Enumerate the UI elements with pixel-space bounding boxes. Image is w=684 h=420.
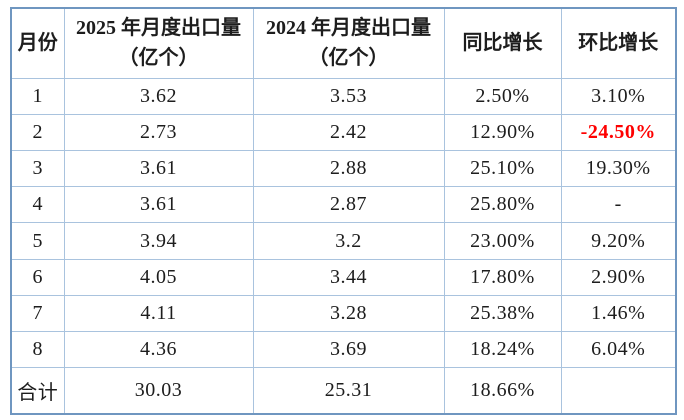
table-row: 8 4.36 3.69 18.24% 6.04% <box>10 331 677 369</box>
cell-yoy-growth: 23.00% <box>443 222 562 260</box>
cell-2024-exports: 3.53 <box>252 77 445 115</box>
cell-mom-growth: 1.46% <box>560 294 677 333</box>
col-header-2025-exports: 2025 年月度出口量 （亿个） <box>63 7 254 79</box>
table-row: 3 3.61 2.88 25.10% 19.30% <box>10 149 677 188</box>
cell-month: 4 <box>10 186 65 224</box>
cell-2025-exports: 2.73 <box>63 113 254 151</box>
cell-yoy-growth: 2.50% <box>443 77 562 115</box>
monthly-export-table: 月份 2025 年月度出口量 （亿个） 2024 年月度出口量 （亿个） 同比增… <box>10 7 677 415</box>
cell-mom-growth: - <box>560 186 677 224</box>
cell-month: 3 <box>10 149 65 188</box>
cell-mom-growth: 9.20% <box>560 222 677 260</box>
col-header-yoy-growth: 同比增长 <box>443 7 562 79</box>
cell-month: 合计 <box>10 367 65 415</box>
table-row: 合计 30.03 25.31 18.66% <box>10 367 677 415</box>
cell-month: 5 <box>10 222 65 260</box>
cell-mom-growth: -24.50% <box>560 113 677 151</box>
col-header-mom-growth: 环比增长 <box>560 7 677 79</box>
cell-2025-exports: 4.05 <box>63 258 254 296</box>
cell-2024-exports: 3.44 <box>252 258 445 296</box>
cell-month: 2 <box>10 113 65 151</box>
table-body: 1 3.62 3.53 2.50% 3.10% 2 2.73 2.42 12.9… <box>10 77 677 415</box>
cell-yoy-growth: 12.90% <box>443 113 562 151</box>
cell-2024-exports: 2.42 <box>252 113 445 151</box>
table-row: 7 4.11 3.28 25.38% 1.46% <box>10 294 677 333</box>
cell-yoy-growth: 18.24% <box>443 331 562 369</box>
cell-2025-exports: 3.61 <box>63 149 254 188</box>
table-row: 2 2.73 2.42 12.90% -24.50% <box>10 113 677 151</box>
cell-mom-growth: 2.90% <box>560 258 677 296</box>
col-header-month: 月份 <box>10 7 65 79</box>
cell-yoy-growth: 18.66% <box>443 367 562 415</box>
cell-2024-exports: 3.69 <box>252 331 445 369</box>
cell-mom-growth: 6.04% <box>560 331 677 369</box>
cell-2025-exports: 30.03 <box>63 367 254 415</box>
cell-2024-exports: 25.31 <box>252 367 445 415</box>
table-header: 月份 2025 年月度出口量 （亿个） 2024 年月度出口量 （亿个） 同比增… <box>10 7 677 79</box>
cell-yoy-growth: 25.80% <box>443 186 562 224</box>
cell-yoy-growth: 25.38% <box>443 294 562 333</box>
table-row: 4 3.61 2.87 25.80% - <box>10 186 677 224</box>
cell-2024-exports: 3.2 <box>252 222 445 260</box>
cell-month: 8 <box>10 331 65 369</box>
table-row: 5 3.94 3.2 23.00% 9.20% <box>10 222 677 260</box>
cell-2025-exports: 3.94 <box>63 222 254 260</box>
cell-2024-exports: 2.87 <box>252 186 445 224</box>
cell-2024-exports: 3.28 <box>252 294 445 333</box>
cell-2025-exports: 4.11 <box>63 294 254 333</box>
table-row: 6 4.05 3.44 17.80% 2.90% <box>10 258 677 296</box>
cell-2025-exports: 3.61 <box>63 186 254 224</box>
cell-month: 6 <box>10 258 65 296</box>
cell-mom-growth: 3.10% <box>560 77 677 115</box>
cell-month: 1 <box>10 77 65 115</box>
cell-2025-exports: 4.36 <box>63 331 254 369</box>
table-row: 1 3.62 3.53 2.50% 3.10% <box>10 77 677 115</box>
cell-mom-growth: 19.30% <box>560 149 677 188</box>
cell-mom-growth <box>560 367 677 415</box>
cell-yoy-growth: 25.10% <box>443 149 562 188</box>
col-header-2024-exports: 2024 年月度出口量 （亿个） <box>252 7 445 79</box>
cell-yoy-growth: 17.80% <box>443 258 562 296</box>
cell-month: 7 <box>10 294 65 333</box>
header-row: 月份 2025 年月度出口量 （亿个） 2024 年月度出口量 （亿个） 同比增… <box>10 7 677 79</box>
cell-2025-exports: 3.62 <box>63 77 254 115</box>
cell-2024-exports: 2.88 <box>252 149 445 188</box>
